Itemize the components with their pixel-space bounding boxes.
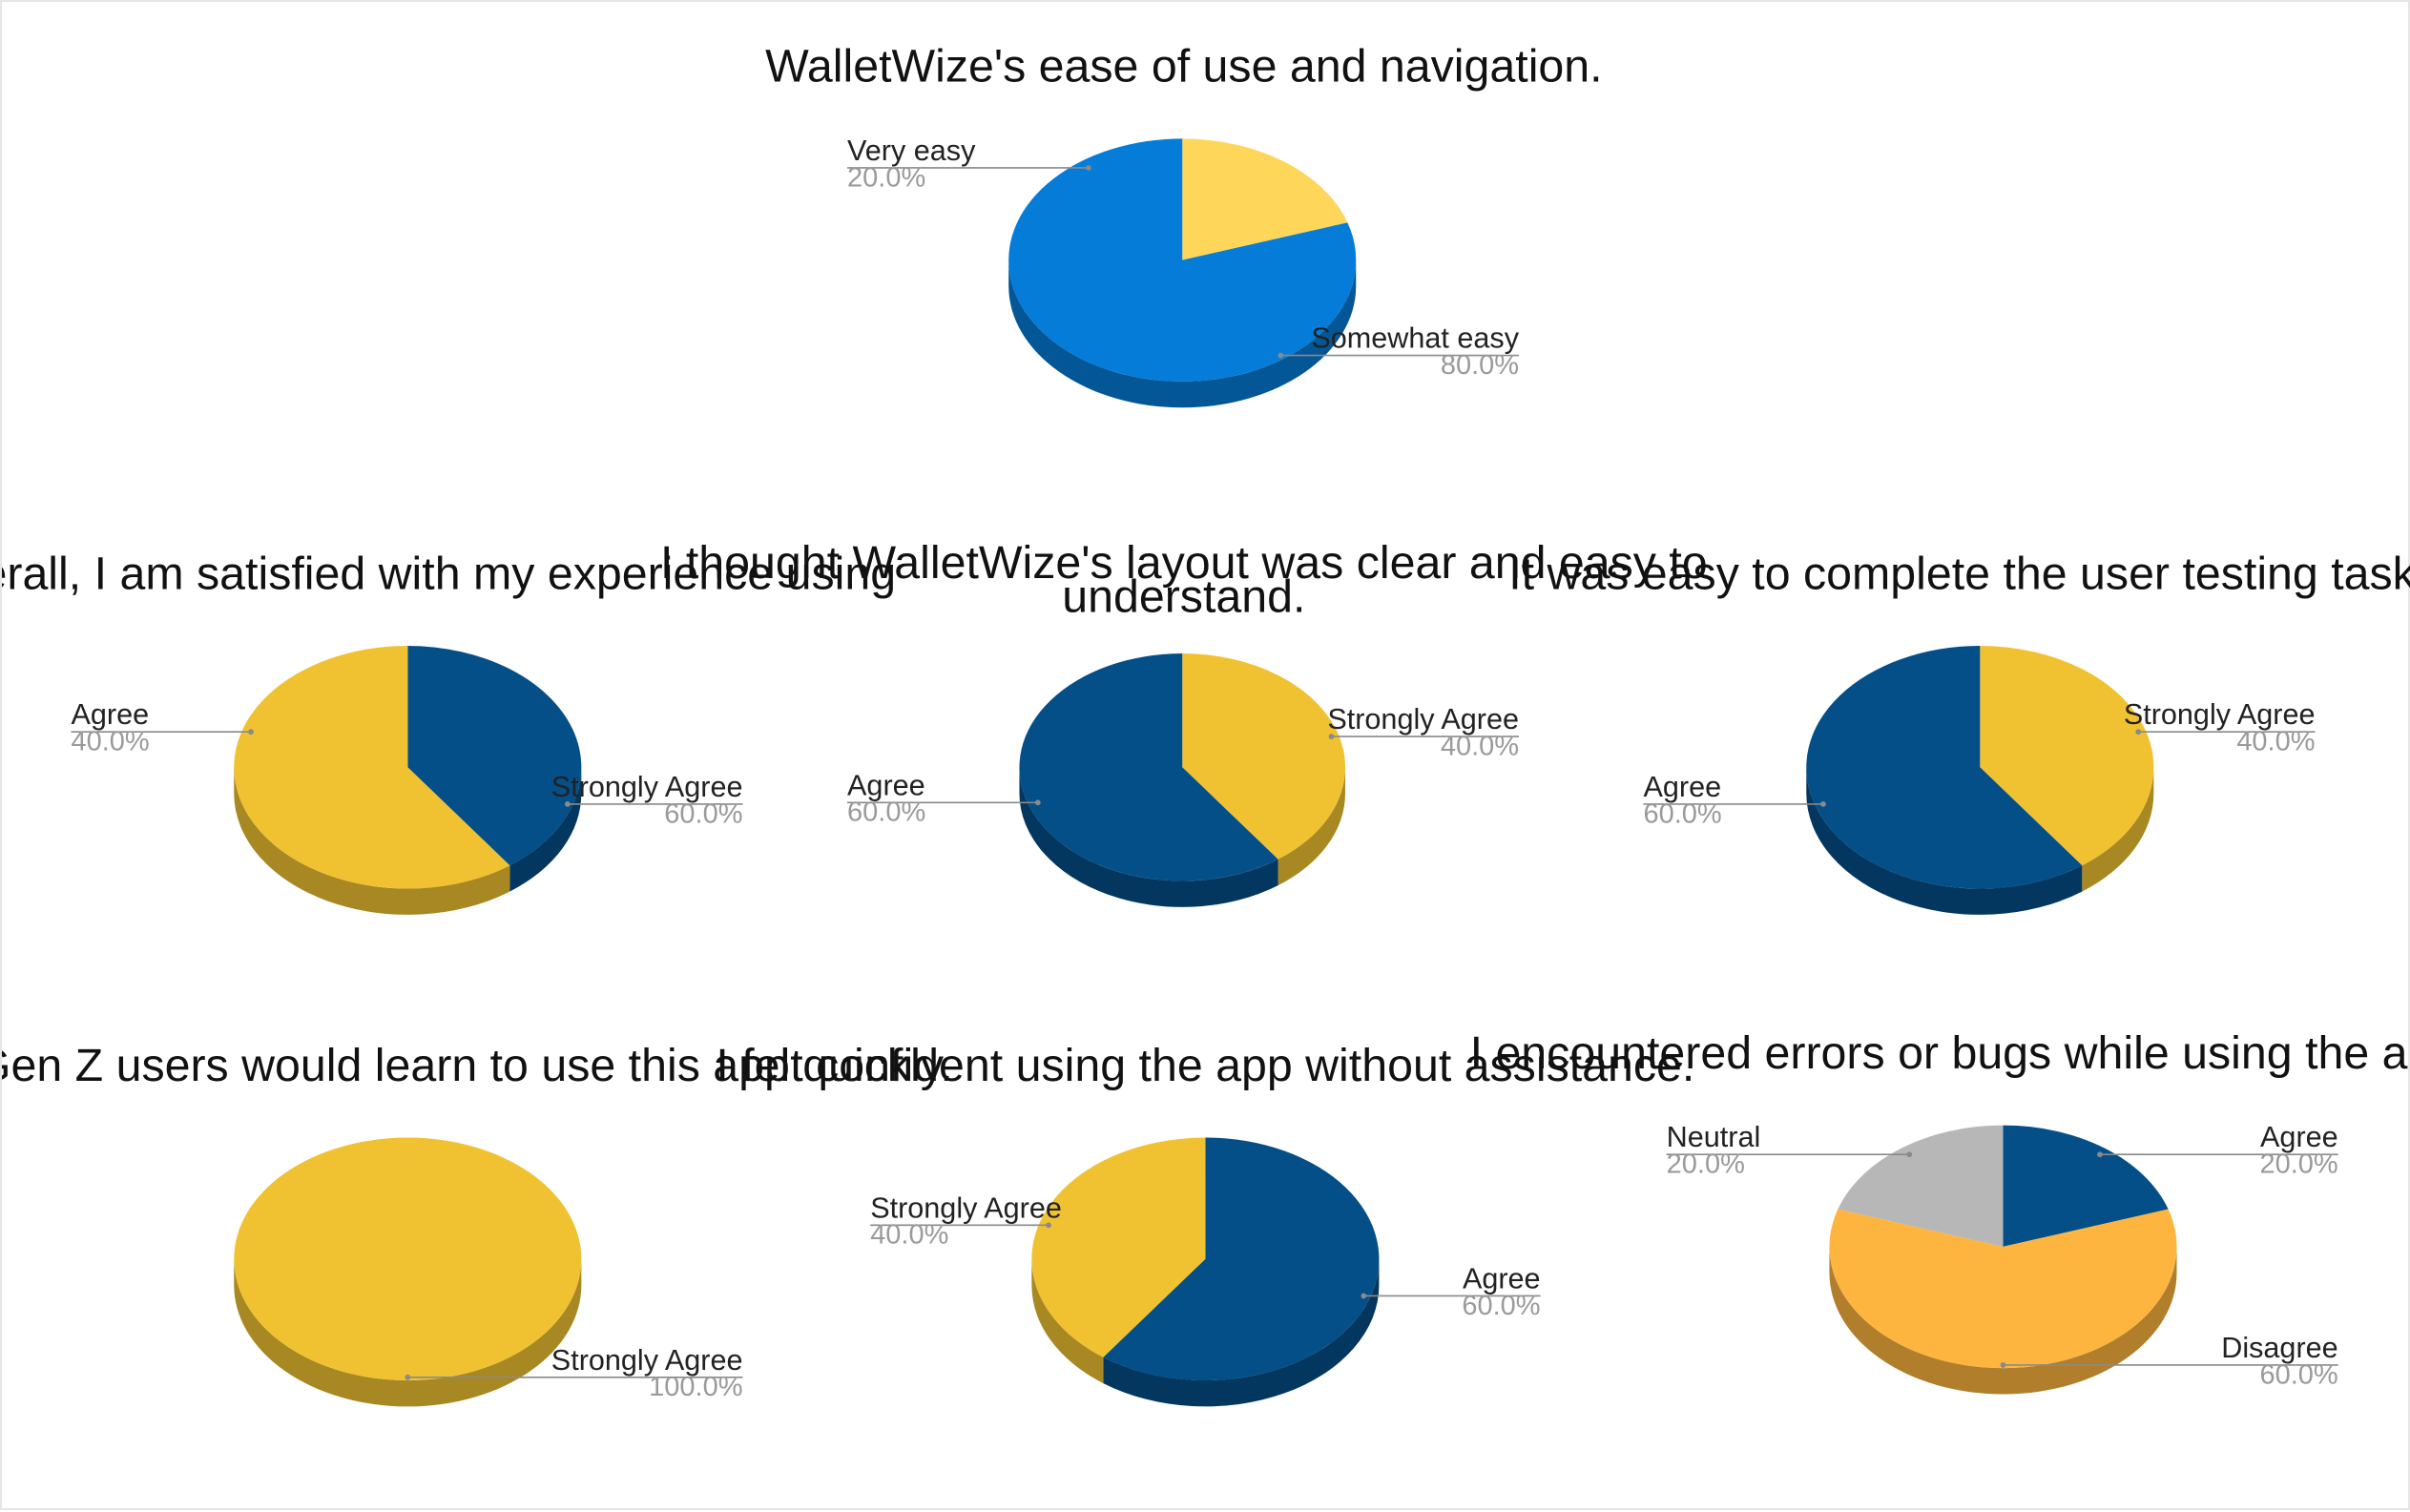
slice-label: Strongly Agree <box>551 1344 743 1377</box>
slice-percent: 60.0% <box>1462 1291 1540 1321</box>
slice-percent: 20.0% <box>1667 1150 1745 1180</box>
leader-dot <box>1906 1151 1913 1158</box>
slice-side-somewhat-easy <box>1008 259 1357 408</box>
chart-title: It was easy to complete the user testing… <box>1508 548 2410 599</box>
leader-dot <box>1820 801 1826 807</box>
pie-slice-agree <box>1103 1137 1380 1381</box>
pie-chart-6: I felt confident using the app without a… <box>716 1040 1694 1407</box>
slice-label: Agree <box>1644 771 1722 803</box>
chart-title: I thought WalletWize's layout was clear … <box>660 537 1708 622</box>
chart-title: I encountered errors or bugs while using… <box>1470 1027 2410 1079</box>
slice-percent: 60.0% <box>847 797 925 828</box>
slice-percent: 60.0% <box>2259 1359 2337 1390</box>
pie-chart-7: I encountered errors or bugs while using… <box>1470 1027 2410 1395</box>
pie-slice-strongly-agree <box>1031 1137 1206 1357</box>
chart-title: I felt confident using the app without a… <box>716 1040 1694 1091</box>
pie-chart-3: I thought WalletWize's layout was clear … <box>660 537 1708 907</box>
charts-group: WalletWize's ease of use and navigation.… <box>2 41 2410 1407</box>
slice-percent: 40.0% <box>1441 731 1519 761</box>
pie-chart-1: WalletWize's ease of use and navigation.… <box>765 41 1603 408</box>
slice-side-agree <box>1103 1258 1380 1407</box>
slice-label: Disagree <box>2221 1332 2337 1364</box>
slice-side-agree <box>509 767 582 892</box>
slice-label: Agree <box>2260 1121 2338 1153</box>
slice-label: Agree <box>1463 1262 1541 1295</box>
pie-slice-agree <box>1019 653 1278 881</box>
slice-side-strongly-agree <box>234 767 510 915</box>
slice-side-disagree <box>1829 1246 2177 1395</box>
slice-percent: 100.0% <box>649 1372 742 1402</box>
leader-dot <box>405 1374 411 1380</box>
chart-title: Overall, I am satisfied with my experien… <box>2 548 896 599</box>
leader-dot <box>1086 165 1091 171</box>
leader-dot <box>1328 734 1335 739</box>
leader-dot <box>1278 352 1284 359</box>
pie-chart-2: Overall, I am satisfied with my experien… <box>2 548 896 915</box>
leader-dot <box>1046 1222 1051 1229</box>
slice-percent: 60.0% <box>1644 798 1722 829</box>
slice-label: Neutral <box>1667 1121 1761 1153</box>
slice-percent: 20.0% <box>847 162 925 193</box>
slice-label: Somewhat easy <box>1311 321 1519 354</box>
leader-dot <box>2097 1151 2103 1158</box>
slice-label: Strongly Agree <box>1327 703 1519 735</box>
slice-label: Agree <box>847 769 925 801</box>
slice-side-agree <box>1019 767 1278 907</box>
leader-dot <box>2000 1362 2006 1368</box>
slice-percent: 80.0% <box>1441 350 1519 381</box>
slice-side-strongly-agree <box>2082 767 2154 892</box>
pie-slice-very-easy <box>1182 138 1348 260</box>
slice-label: Strongly Agree <box>870 1191 1062 1224</box>
pie-chart-5: Most Gen Z users would learn to use this… <box>2 1040 953 1407</box>
pie-slice-strongly-agree <box>234 645 510 889</box>
pie-slice-neutral <box>1838 1125 2004 1247</box>
leader-dot <box>1034 799 1041 806</box>
chart-title: Most Gen Z users would learn to use this… <box>2 1040 953 1091</box>
pie-slice-somewhat-easy <box>1008 138 1357 382</box>
pie-chart-4: It was easy to complete the user testing… <box>1508 548 2410 915</box>
leader-dot <box>1361 1293 1367 1299</box>
leader-dot <box>564 801 571 807</box>
slice-percent: 20.0% <box>2259 1150 2337 1180</box>
pie-slice-agree <box>2003 1125 2169 1247</box>
leader-dot <box>2135 729 2142 735</box>
leader-dot <box>248 729 254 735</box>
pie-slice-strongly-agree <box>1980 645 2154 866</box>
slice-side-strongly-agree <box>1278 767 1345 886</box>
slice-percent: 60.0% <box>664 798 742 829</box>
slice-percent: 40.0% <box>2236 727 2315 757</box>
pie-slice-strongly-agree <box>234 1137 582 1381</box>
slice-label: Agree <box>71 698 149 731</box>
slice-side-agree <box>1806 767 2083 915</box>
slice-percent: 40.0% <box>870 1220 948 1251</box>
pie-slice-agree <box>1806 645 2083 889</box>
slice-side-strongly-agree <box>234 1258 582 1407</box>
slice-label: Very easy <box>847 135 976 167</box>
pie-slice-strongly-agree <box>1182 653 1345 860</box>
slice-label: Strongly Agree <box>2124 698 2316 731</box>
pie-slice-agree <box>407 645 582 866</box>
pie-slice-disagree <box>1829 1209 2177 1369</box>
slice-percent: 40.0% <box>71 727 149 757</box>
chart-title: WalletWize's ease of use and navigation. <box>765 41 1603 93</box>
slice-side-strongly-agree <box>1031 1258 1104 1384</box>
slice-label: Strongly Agree <box>551 771 743 803</box>
